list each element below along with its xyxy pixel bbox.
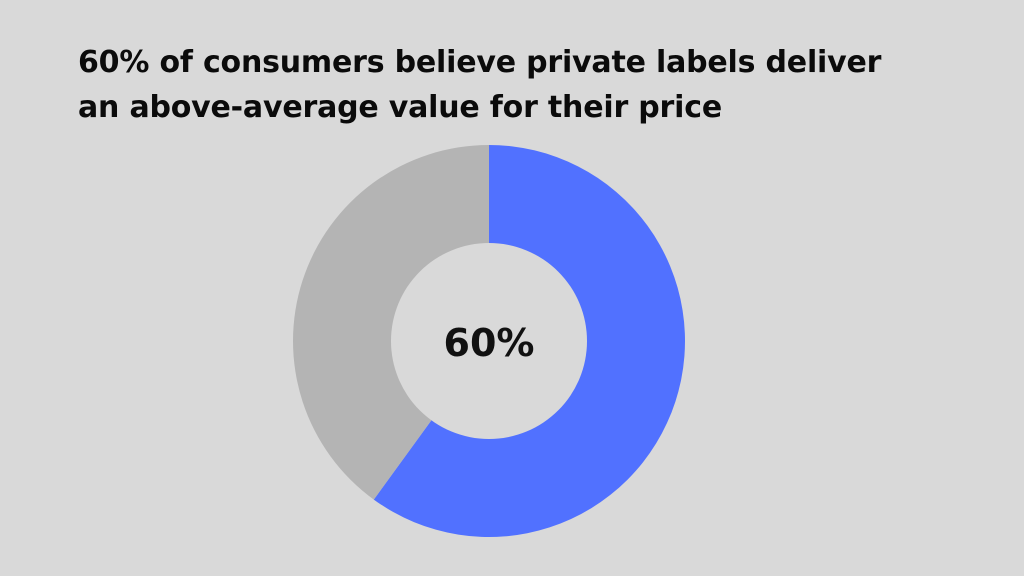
chart-title: 60% of consumers believe private labels … [78,40,978,130]
chart-title-line-1: 60% of consumers believe private labels … [78,45,882,80]
center-value-label: 60% [444,321,535,365]
chart-title-line-2: an above-average value for their price [78,90,722,125]
donut-slice-2 [293,145,489,500]
donut-hole [391,243,587,439]
